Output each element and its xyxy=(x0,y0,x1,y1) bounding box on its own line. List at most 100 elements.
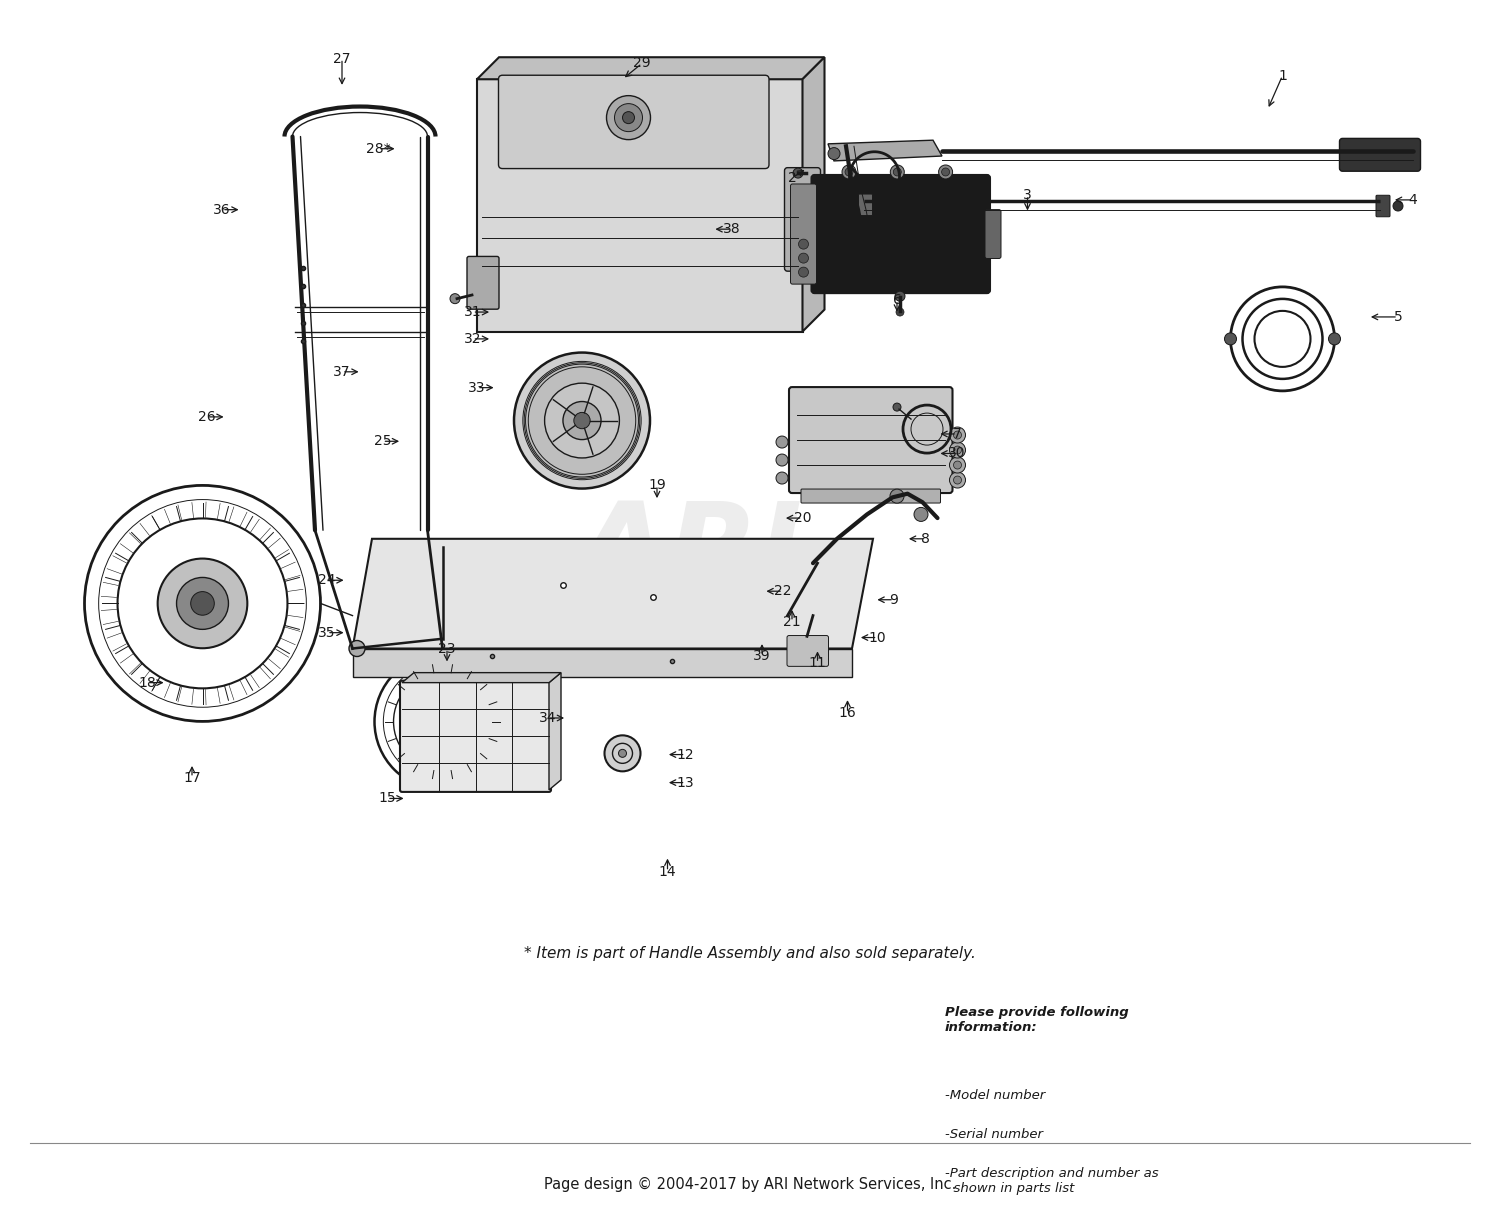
Circle shape xyxy=(954,432,962,439)
Circle shape xyxy=(158,558,248,649)
Text: 18: 18 xyxy=(138,675,156,690)
FancyBboxPatch shape xyxy=(498,76,770,168)
Text: 5: 5 xyxy=(1394,310,1402,324)
Circle shape xyxy=(798,254,808,263)
Text: 1: 1 xyxy=(1278,68,1287,83)
Text: 12: 12 xyxy=(676,747,694,762)
Text: 22: 22 xyxy=(774,584,792,599)
Text: 28*: 28* xyxy=(366,141,390,156)
FancyBboxPatch shape xyxy=(466,256,500,310)
FancyBboxPatch shape xyxy=(788,635,828,667)
Text: 32: 32 xyxy=(464,332,482,346)
Circle shape xyxy=(190,591,214,616)
Text: 25: 25 xyxy=(374,434,392,449)
Text: 4: 4 xyxy=(1408,193,1418,207)
Text: 34: 34 xyxy=(538,711,556,725)
Text: -Model number: -Model number xyxy=(945,1089,1046,1102)
Circle shape xyxy=(896,308,904,316)
Circle shape xyxy=(562,401,602,440)
Circle shape xyxy=(776,453,788,466)
FancyBboxPatch shape xyxy=(400,680,550,792)
Text: 24: 24 xyxy=(318,573,336,588)
Circle shape xyxy=(618,750,627,757)
Circle shape xyxy=(514,352,650,489)
Circle shape xyxy=(798,267,808,277)
Circle shape xyxy=(177,578,228,629)
Text: * Item is part of Handle Assembly and also sold separately.: * Item is part of Handle Assembly and al… xyxy=(524,946,976,961)
Text: 29: 29 xyxy=(633,56,651,71)
Text: 14: 14 xyxy=(658,864,676,879)
Circle shape xyxy=(828,147,840,160)
Circle shape xyxy=(604,735,640,772)
Text: 15: 15 xyxy=(378,791,396,806)
Text: 10: 10 xyxy=(868,630,886,645)
FancyBboxPatch shape xyxy=(801,489,940,503)
FancyBboxPatch shape xyxy=(858,194,873,216)
Text: ARI: ARI xyxy=(578,497,802,612)
Text: 16: 16 xyxy=(839,706,856,720)
Polygon shape xyxy=(402,673,561,683)
Circle shape xyxy=(954,477,962,484)
Text: -Part description and number as
  shown in parts list: -Part description and number as shown in… xyxy=(945,1167,1158,1195)
Circle shape xyxy=(892,403,902,411)
Circle shape xyxy=(950,457,966,473)
Circle shape xyxy=(1394,201,1402,211)
Polygon shape xyxy=(352,649,852,677)
Text: 39: 39 xyxy=(753,649,771,663)
Circle shape xyxy=(350,640,364,657)
Circle shape xyxy=(890,489,904,503)
Circle shape xyxy=(606,95,651,140)
Polygon shape xyxy=(477,79,802,332)
Circle shape xyxy=(798,239,808,249)
Text: 2: 2 xyxy=(788,171,796,185)
FancyBboxPatch shape xyxy=(1376,195,1390,217)
Text: 6: 6 xyxy=(892,293,902,307)
Text: 35: 35 xyxy=(318,625,336,640)
Circle shape xyxy=(450,294,460,304)
Circle shape xyxy=(942,168,950,176)
Text: 27: 27 xyxy=(333,51,351,66)
Text: 21: 21 xyxy=(783,614,801,629)
Circle shape xyxy=(1224,333,1236,345)
Polygon shape xyxy=(828,140,942,161)
Circle shape xyxy=(544,383,620,458)
Text: 37: 37 xyxy=(333,364,351,379)
Text: 7: 7 xyxy=(952,427,962,441)
Text: 30: 30 xyxy=(948,446,966,461)
Text: 26: 26 xyxy=(198,410,216,424)
Text: 13: 13 xyxy=(676,775,694,790)
Text: 8: 8 xyxy=(921,531,930,546)
Circle shape xyxy=(574,412,590,429)
Circle shape xyxy=(950,442,966,458)
Circle shape xyxy=(939,165,952,179)
Circle shape xyxy=(524,363,640,478)
Text: 3: 3 xyxy=(1023,188,1032,202)
FancyBboxPatch shape xyxy=(812,176,990,293)
Text: 19: 19 xyxy=(648,478,666,492)
Polygon shape xyxy=(549,673,561,790)
Circle shape xyxy=(954,446,962,453)
FancyBboxPatch shape xyxy=(986,210,1000,258)
Text: 17: 17 xyxy=(183,770,201,785)
Circle shape xyxy=(1329,333,1341,345)
Circle shape xyxy=(432,712,453,731)
Circle shape xyxy=(622,112,634,123)
FancyBboxPatch shape xyxy=(790,184,816,284)
Circle shape xyxy=(914,507,928,522)
Circle shape xyxy=(842,165,856,179)
Text: 36: 36 xyxy=(213,202,231,217)
Text: 20: 20 xyxy=(794,511,812,525)
Circle shape xyxy=(894,168,902,176)
Polygon shape xyxy=(477,57,825,79)
Text: Page design © 2004-2017 by ARI Network Services, Inc.: Page design © 2004-2017 by ARI Network S… xyxy=(544,1178,956,1192)
Text: 9: 9 xyxy=(890,592,898,607)
Circle shape xyxy=(794,168,802,178)
FancyBboxPatch shape xyxy=(789,388,952,492)
Circle shape xyxy=(776,436,788,449)
Text: -Serial number: -Serial number xyxy=(945,1128,1042,1141)
Circle shape xyxy=(950,427,966,442)
Circle shape xyxy=(896,291,904,301)
Text: 38: 38 xyxy=(723,222,741,236)
Circle shape xyxy=(419,697,466,746)
Circle shape xyxy=(776,472,788,484)
